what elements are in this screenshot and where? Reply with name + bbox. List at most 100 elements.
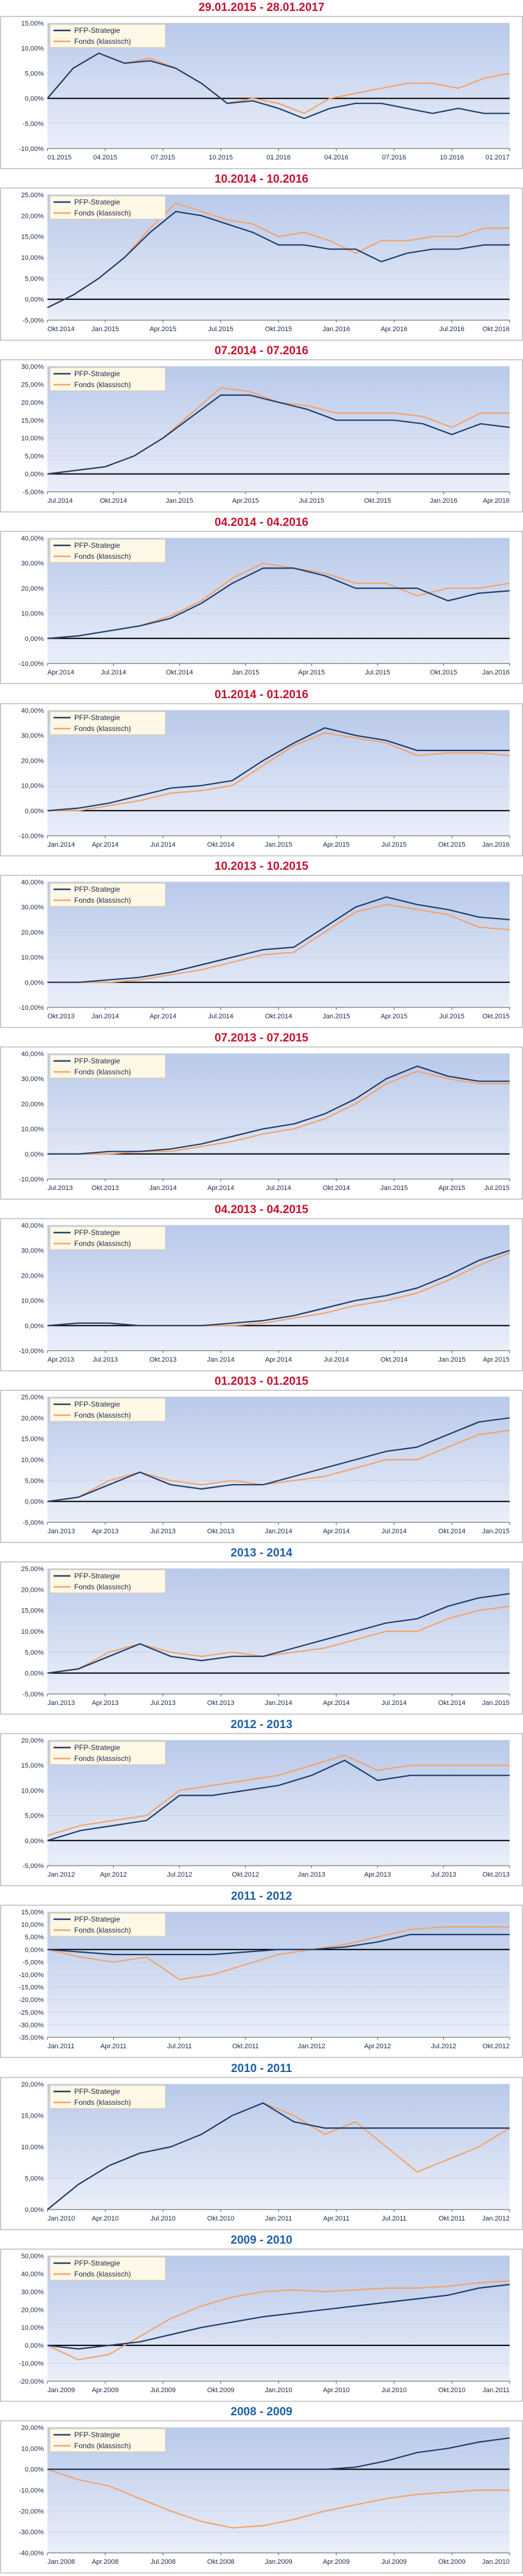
y-tick-label: 10,00%	[21, 435, 44, 443]
y-tick-label: 40,00%	[21, 2270, 44, 2278]
chart-title: 07.2014 - 07.2016	[214, 345, 309, 358]
x-tick-label: Apr.2014	[265, 1356, 292, 1363]
y-tick-label: 0,00%	[25, 471, 44, 478]
legend-strategy-label: PFP-Strategie	[74, 198, 120, 206]
chart-panel: 2011 - 2012 15,00% 10,00% 5,00% 0,00% -5,00% -…	[0, 1889, 523, 2060]
x-tick-label: 07.2015	[151, 154, 175, 161]
x-tick-label: Jul.2014	[381, 1699, 407, 1707]
y-tick-label: 0,00%	[25, 979, 44, 986]
x-tick-label: Okt.2014	[207, 841, 235, 849]
y-tick-label: 30,00%	[21, 561, 44, 568]
y-tick-label: 5,00%	[25, 1934, 44, 1942]
x-tick-label: Okt.2014	[166, 669, 193, 676]
x-tick-label: Okt.2014	[438, 1528, 466, 1535]
x-tick-label: Jan.2015	[166, 497, 193, 505]
chart-panel: 07.2013 - 07.2015 40,00% 30,00% 20,00% 10,00…	[0, 1031, 523, 1202]
x-tick-label: Jan.2011	[265, 2215, 292, 2222]
legend-strategy-label: PFP-Strategie	[74, 2087, 120, 2096]
legend-strategy-label: PFP-Strategie	[74, 2259, 120, 2267]
x-tick-label: Apr.2008	[92, 2558, 119, 2566]
y-tick-label: 40,00%	[21, 707, 44, 715]
y-tick-label: -20,00%	[19, 1997, 44, 2004]
y-tick-label: 5,00%	[25, 1650, 44, 1657]
y-tick-label: 40,00%	[21, 879, 44, 886]
chart-title: 2009 - 2010	[230, 2233, 293, 2247]
y-tick-label: 25,00%	[21, 1394, 44, 1401]
x-tick-label: Jan.2012	[47, 1871, 75, 1878]
legend: PFP-Strategie Fonds (klassisch)	[49, 1054, 166, 1079]
y-tick-label: 20,00%	[21, 757, 44, 765]
x-tick-label: Jul.2013	[47, 1185, 73, 1192]
chart-title: 2013 - 2014	[230, 1547, 293, 1560]
x-tick-label: Apr.2015	[381, 1013, 407, 1020]
chart-title: 2012 - 2013	[230, 1718, 293, 1732]
legend-strategy-label: PFP-Strategie	[74, 1743, 120, 1752]
legend: PFP-Strategie Fonds (klassisch)	[49, 1398, 166, 1422]
x-tick-label: Jan.2014	[47, 841, 75, 849]
x-tick-label: Jan.2015	[265, 841, 292, 849]
x-tick-label: Jul.2015	[299, 497, 324, 505]
x-tick-label: Okt.2010	[207, 2215, 235, 2222]
chart-svg: 25,00% 20,00% 15,00% 10,00% 5,00% 0,00% -5,00%…	[0, 1561, 523, 1715]
x-tick-label: Okt.2009	[438, 2558, 466, 2566]
x-tick-label: Okt.2014	[100, 497, 127, 505]
legend: PFP-Strategie Fonds (klassisch)	[49, 195, 166, 220]
x-tick-label: Jul.2014	[381, 1528, 407, 1535]
series-line-fund	[47, 1754, 510, 1836]
x-tick-label: Jan.2013	[47, 1528, 75, 1535]
x-tick-label: Jan.2016	[482, 669, 510, 676]
x-tick-label: 04.2015	[93, 154, 117, 161]
series-line-fund	[47, 1070, 510, 1155]
y-tick-label: 30,00%	[21, 904, 44, 911]
series-line-fund	[47, 2468, 510, 2529]
x-tick-label: Apr.2011	[100, 2043, 126, 2050]
x-tick-label: Jul.2013	[150, 1528, 176, 1535]
x-tick-label: Jan.2010	[47, 2215, 75, 2222]
legend: PFP-Strategie Fonds (klassisch)	[49, 1741, 166, 1765]
y-tick-label: 15,00%	[21, 1763, 44, 1770]
chart-panel: 2010 - 2011 20,00% 15,00% 10,00% 5,00% 0,00% J…	[0, 2061, 523, 2233]
x-tick-label: Jan.2009	[47, 2387, 75, 2394]
x-tick-label: Okt.2015	[438, 841, 466, 849]
chart-panel: 29.01.2015 - 28.01.2017 15,00% 10,00% 5,00%…	[0, 0, 523, 172]
chart-svg: 40,00%30,00%20,00%10,00%0,00%-10,00%Apr.…	[0, 1218, 523, 1371]
y-tick-label: 10,00%	[21, 2324, 44, 2331]
legend-strategy-label: PFP-Strategie	[74, 1228, 120, 1237]
y-tick-label: -5,00%	[23, 121, 44, 128]
x-tick-label: Okt.2012	[232, 1871, 259, 1878]
series-line-strategy	[47, 1760, 510, 1842]
chart-svg: 25,00% 20,00% 15,00% 10,00% 5,00% 0,00% -5,00%…	[0, 1390, 523, 1543]
chart-panel: 2008 - 2009 20,00% 10,00% 0,00% -10,00% -20,0…	[0, 2404, 523, 2576]
y-tick-label: 10,00%	[21, 1125, 44, 1133]
y-tick-label: 10,00%	[21, 1788, 44, 1795]
chart-svg: 15,00%10,00%5,00%0,00%-5,00%-10,00%01.20…	[0, 16, 523, 169]
y-tick-label: -10,00%	[19, 1004, 44, 1012]
legend-fund-label: Fonds (klassisch)	[74, 380, 131, 389]
y-tick-label: 15,00%	[21, 1436, 44, 1443]
y-tick-label: -10,00%	[19, 1348, 44, 1355]
legend: PFP-Strategie Fonds (klassisch)	[49, 24, 166, 48]
chart-panel: 01.2014 - 01.2016 40,00% 30,00% 20,00% 10,00…	[0, 687, 523, 859]
x-tick-label: Apr.2016	[381, 326, 407, 333]
y-tick-label: 20,00%	[21, 399, 44, 407]
y-tick-label: 30,00%	[21, 1247, 44, 1255]
y-tick-label: 25,00%	[21, 192, 44, 199]
y-tick-label: -10,00%	[19, 1176, 44, 1183]
x-tick-label: Jan.2016	[322, 326, 350, 333]
chart-svg: 40,00%30,00%20,00%10,00%0,00%-10,00%Apr.…	[0, 531, 523, 684]
legend-fund-label: Fonds (klassisch)	[74, 724, 131, 733]
chart-svg: 30,00% 25,00% 20,00% 15,00% 10,00% 5,00% 0,00%…	[0, 359, 523, 513]
y-tick-label: -5,00%	[23, 1863, 44, 1870]
legend: PFP-Strategie Fonds (klassisch)	[49, 367, 166, 391]
chart-title: 04.2013 - 04.2015	[214, 1203, 309, 1216]
y-tick-label: 10,00%	[21, 2144, 44, 2151]
x-tick-label: Jan.2009	[265, 2558, 292, 2566]
y-tick-label: 30,00%	[21, 732, 44, 740]
x-tick-label: 01.2016	[266, 154, 291, 161]
series-line-fund	[47, 1605, 510, 1674]
y-tick-label: 20,00%	[21, 212, 44, 220]
chart-panel: 01.2013 - 01.2015 25,00% 20,00% 15,00% 10,00…	[0, 1374, 523, 1545]
y-tick-label: 20,00%	[21, 2306, 44, 2314]
y-tick-label: 15,00%	[21, 418, 44, 425]
x-tick-label: 07.2016	[382, 154, 406, 161]
